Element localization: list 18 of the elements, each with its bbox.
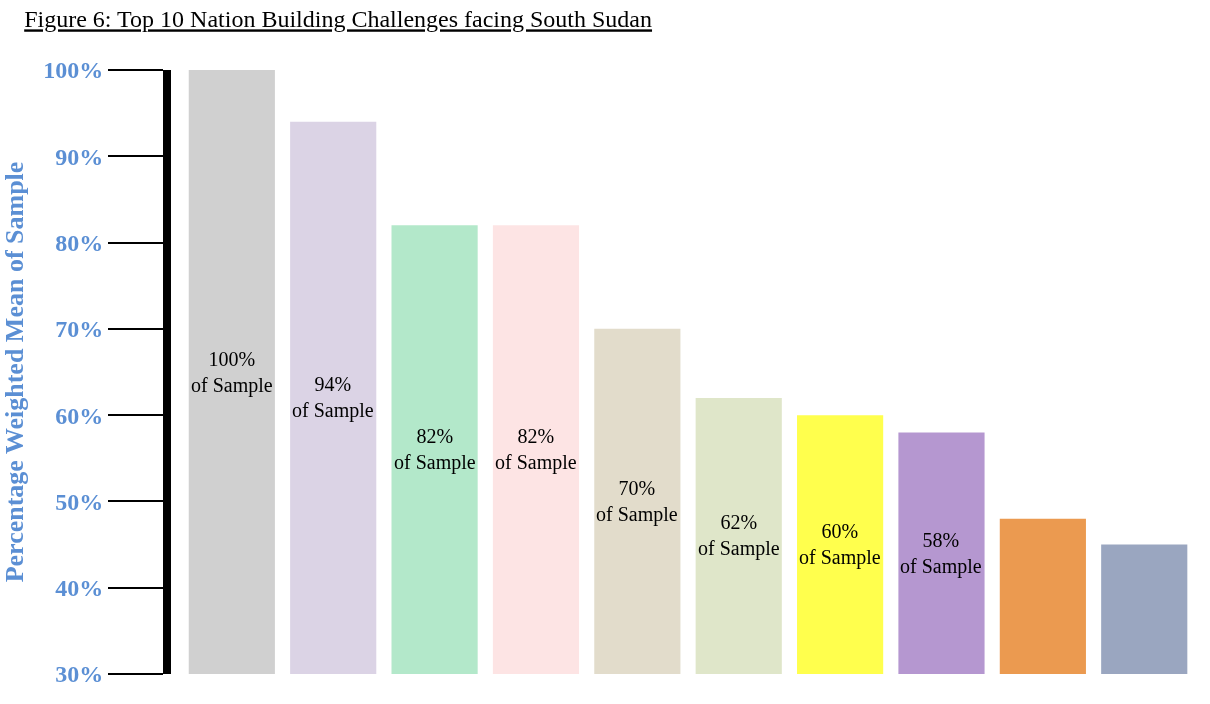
data-label: 60% of Sample xyxy=(799,520,881,569)
data-label: 62% of Sample xyxy=(698,511,780,560)
y-tick-label: 50% xyxy=(55,488,104,515)
data-label: 82% of Sample xyxy=(495,425,577,474)
data-label: 82% of Sample xyxy=(394,425,476,474)
data-label: 100% of Sample xyxy=(191,348,273,397)
y-tick-label: 80% xyxy=(55,229,104,256)
data-label: 70% of Sample xyxy=(596,477,678,526)
y-tick-label: 90% xyxy=(55,143,104,170)
y-axis-title: Percentage Weighted Mean of Sample xyxy=(0,161,30,583)
y-tick-label: 100% xyxy=(43,57,104,84)
y-tick-label: 70% xyxy=(55,316,104,343)
y-tick-label: 40% xyxy=(55,575,104,602)
y-tick-label: 60% xyxy=(55,402,104,429)
data-label: 94% of Sample xyxy=(292,373,374,422)
data-label: 58% of Sample xyxy=(900,529,982,578)
chart-title: Figure 6: Top 10 Nation Building Challenges facing South Sudan xyxy=(24,6,653,33)
y-tick-label: 30% xyxy=(55,661,104,688)
